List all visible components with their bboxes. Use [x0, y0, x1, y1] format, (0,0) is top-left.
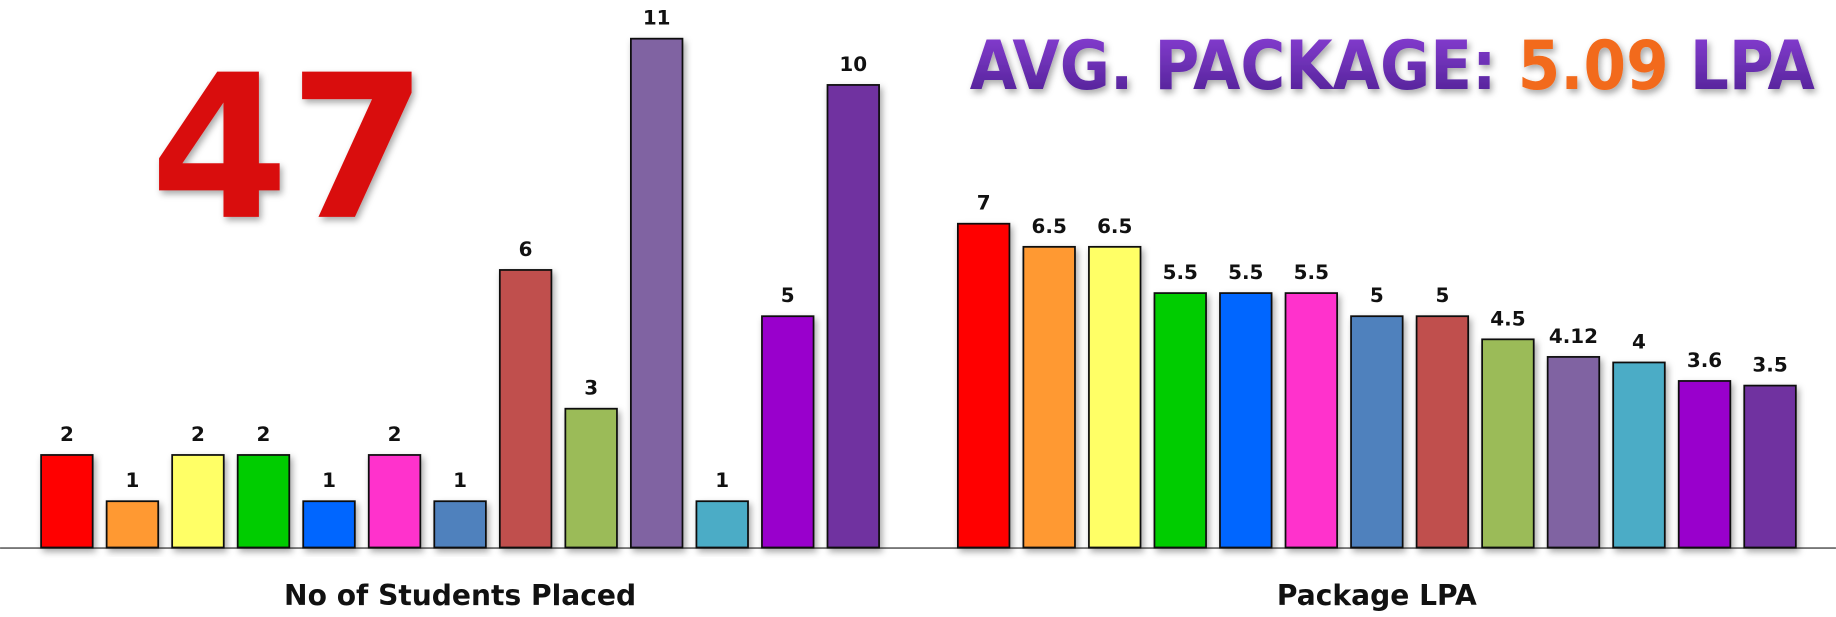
value-label: 6.5 [1097, 215, 1132, 238]
value-label: 5.5 [1163, 261, 1198, 284]
x-axis-label: No of Students Placed [284, 579, 636, 612]
bar [1415, 315, 1470, 549]
value-label: 3 [584, 377, 598, 400]
value-label: 11 [643, 7, 671, 30]
bar [1481, 338, 1535, 549]
x-axis-label: Package LPA [1277, 579, 1477, 612]
bar [1743, 384, 1797, 549]
value-label: 3.6 [1687, 349, 1722, 372]
value-label: 1 [322, 469, 336, 492]
value-label: 7 [977, 192, 991, 215]
bar [1546, 356, 1601, 549]
avg-unit: LPA [1690, 27, 1816, 106]
value-label: 2 [257, 423, 271, 446]
bar [1219, 292, 1273, 549]
bar [433, 500, 487, 549]
value-label: 5 [1370, 284, 1384, 307]
bar [105, 500, 160, 549]
bar [171, 454, 225, 549]
placed-count: 47 [150, 33, 427, 265]
bar [1284, 292, 1338, 549]
value-label: 4.5 [1490, 307, 1525, 330]
avg-package: AVG. PACKAGE: 5.09 LPA [970, 27, 1816, 106]
bar [630, 37, 684, 549]
value-label: 4 [1632, 330, 1646, 353]
bar [1022, 245, 1076, 549]
bar [695, 500, 749, 549]
bar [1612, 361, 1666, 549]
bar [40, 454, 94, 549]
value-label: 4.12 [1549, 325, 1598, 348]
bar [1350, 315, 1404, 549]
value-label: 2 [388, 423, 402, 446]
bar [564, 407, 618, 549]
value-label: 5.5 [1228, 261, 1263, 284]
value-label: 1 [715, 469, 729, 492]
value-label: 6.5 [1032, 215, 1067, 238]
bar [1677, 380, 1732, 549]
value-label: 2 [60, 423, 74, 446]
value-label: 2 [191, 423, 205, 446]
bar [498, 269, 553, 549]
value-label: 6 [519, 238, 533, 261]
value-label: 1 [125, 469, 139, 492]
avg-value: 5.09 [1518, 27, 1669, 106]
bar [367, 454, 422, 549]
value-label: 5 [1435, 284, 1449, 307]
bar [956, 222, 1011, 549]
bar [826, 84, 880, 549]
bar [1153, 292, 1207, 549]
bar [302, 500, 356, 549]
value-label: 5 [781, 284, 795, 307]
bar [761, 315, 815, 549]
bar [1088, 245, 1142, 549]
value-label: 3.5 [1752, 354, 1787, 377]
bar [236, 454, 291, 549]
value-label: 1 [453, 469, 467, 492]
avg-label: AVG. PACKAGE: [970, 27, 1497, 106]
value-label: 10 [839, 53, 867, 76]
value-label: 5.5 [1294, 261, 1329, 284]
